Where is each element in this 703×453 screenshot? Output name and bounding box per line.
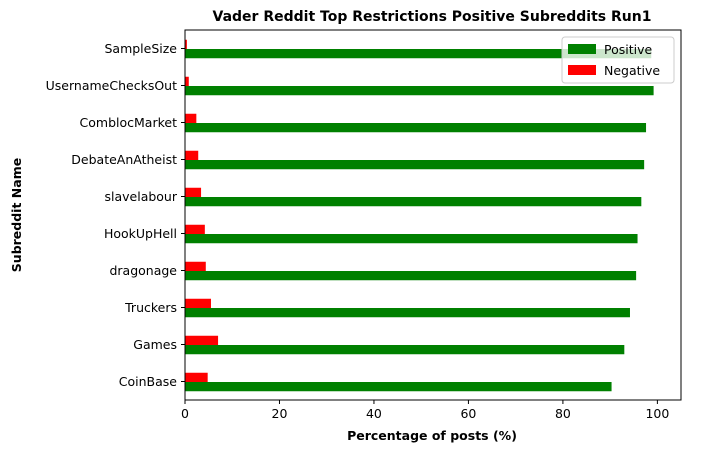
y-tick-label: slavelabour xyxy=(104,189,177,204)
x-tick-label: 40 xyxy=(366,406,382,421)
y-tick-label: CoinBase xyxy=(119,374,178,389)
bar-negative-SampleSize xyxy=(185,39,187,49)
y-tick-label: dragonage xyxy=(109,263,177,278)
bar-negative-UsernameChecksOut xyxy=(185,76,189,86)
bar-negative-dragonage xyxy=(185,261,206,271)
bar-negative-HookUpHell xyxy=(185,224,205,234)
bar-positive-HookUpHell xyxy=(185,234,638,244)
y-tick-label: HookUpHell xyxy=(104,226,177,241)
axes-frame xyxy=(184,29,682,401)
bar-positive-SampleSize xyxy=(185,49,652,59)
bar-negative-ComblocMarket xyxy=(185,113,197,123)
x-axis-label: Percentage of posts (%) xyxy=(347,428,517,443)
y-tick-label: SampleSize xyxy=(104,41,177,56)
bar-positive-Truckers xyxy=(185,308,630,318)
y-tick-label: Truckers xyxy=(124,300,177,315)
bar-negative-Truckers xyxy=(185,298,211,308)
bar-positive-CoinBase xyxy=(185,382,612,392)
plot-area: CoinBase Games Truckers dragonage HookUpHell… xyxy=(46,29,682,421)
y-axis-label: Subreddit Name xyxy=(9,158,24,272)
x-tick-label: 20 xyxy=(272,406,288,421)
x-tick-label: 80 xyxy=(555,406,571,421)
y-tick-label: UsernameChecksOut xyxy=(46,78,177,93)
bar-positive-dragonage xyxy=(185,271,637,281)
bar-positive-UsernameChecksOut xyxy=(185,86,654,96)
bar-positive-DebateAnAtheist xyxy=(185,160,645,170)
x-tick-label: 100 xyxy=(645,406,669,421)
legend: Positive Negative xyxy=(561,36,675,84)
x-tick-label: 0 xyxy=(181,406,189,421)
bar-positive-slavelabour xyxy=(185,197,642,207)
y-tick-label: Games xyxy=(133,337,177,352)
legend-label-positive: Positive xyxy=(604,42,652,57)
bar-negative-DebateAnAtheist xyxy=(185,150,199,160)
bar-negative-slavelabour xyxy=(185,187,202,197)
x-tick-label: 60 xyxy=(460,406,476,421)
y-tick-label: DebateAnAtheist xyxy=(71,152,177,167)
y-tick-label: ComblocMarket xyxy=(80,115,178,130)
legend-label-negative: Negative xyxy=(604,63,660,78)
legend-swatch-negative xyxy=(568,65,596,75)
chart-title: Vader Reddit Top Restrictions Positive S… xyxy=(213,9,652,25)
legend-swatch-positive xyxy=(568,44,596,54)
bar-positive-ComblocMarket xyxy=(185,123,647,133)
bar-positive-Games xyxy=(185,345,625,355)
bar-negative-Games xyxy=(185,335,219,345)
bar-negative-CoinBase xyxy=(185,372,208,382)
